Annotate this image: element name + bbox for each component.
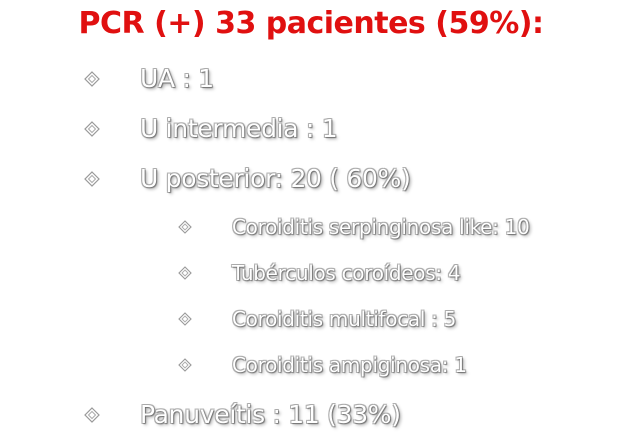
slide-title: PCR (+) 33 pacientes (59%): bbox=[78, 6, 544, 41]
list-item: U intermedia : 1 bbox=[84, 114, 338, 143]
diamond-bullet-icon bbox=[178, 220, 192, 234]
diamond-bullet-icon bbox=[84, 120, 100, 137]
list-item: U posterior: 20 ( 60%) bbox=[84, 164, 411, 193]
list-item-text: U posterior: 20 ( 60%) bbox=[140, 164, 411, 193]
diamond-bullet-icon bbox=[84, 70, 100, 87]
list-item-text: U intermedia : 1 bbox=[140, 114, 338, 143]
list-item-text: Coroiditis serpinginosa like: 10 bbox=[232, 215, 530, 239]
list-item-text: UA : 1 bbox=[140, 64, 214, 93]
list-item-text: Coroiditis multifocal : 5 bbox=[232, 307, 457, 331]
list-item: Tubérculos coroídeos: 4 bbox=[178, 261, 461, 285]
diamond-bullet-icon bbox=[178, 358, 192, 372]
diamond-bullet-icon bbox=[178, 312, 192, 326]
diamond-bullet-icon bbox=[84, 406, 100, 423]
list-item: Coroiditis serpinginosa like: 10 bbox=[178, 215, 530, 239]
list-item: Panuveítis : 11 (33%) bbox=[84, 400, 401, 429]
list-item: UA : 1 bbox=[84, 64, 214, 93]
diamond-bullet-icon bbox=[84, 170, 100, 187]
list-item: Coroiditis ampiginosa: 1 bbox=[178, 353, 467, 377]
list-item-text: Tubérculos coroídeos: 4 bbox=[232, 261, 461, 285]
list-item-text: Coroiditis ampiginosa: 1 bbox=[232, 353, 467, 377]
diamond-bullet-icon bbox=[178, 266, 192, 280]
list-item-text: Panuveítis : 11 (33%) bbox=[140, 400, 401, 429]
list-item: Coroiditis multifocal : 5 bbox=[178, 307, 456, 331]
